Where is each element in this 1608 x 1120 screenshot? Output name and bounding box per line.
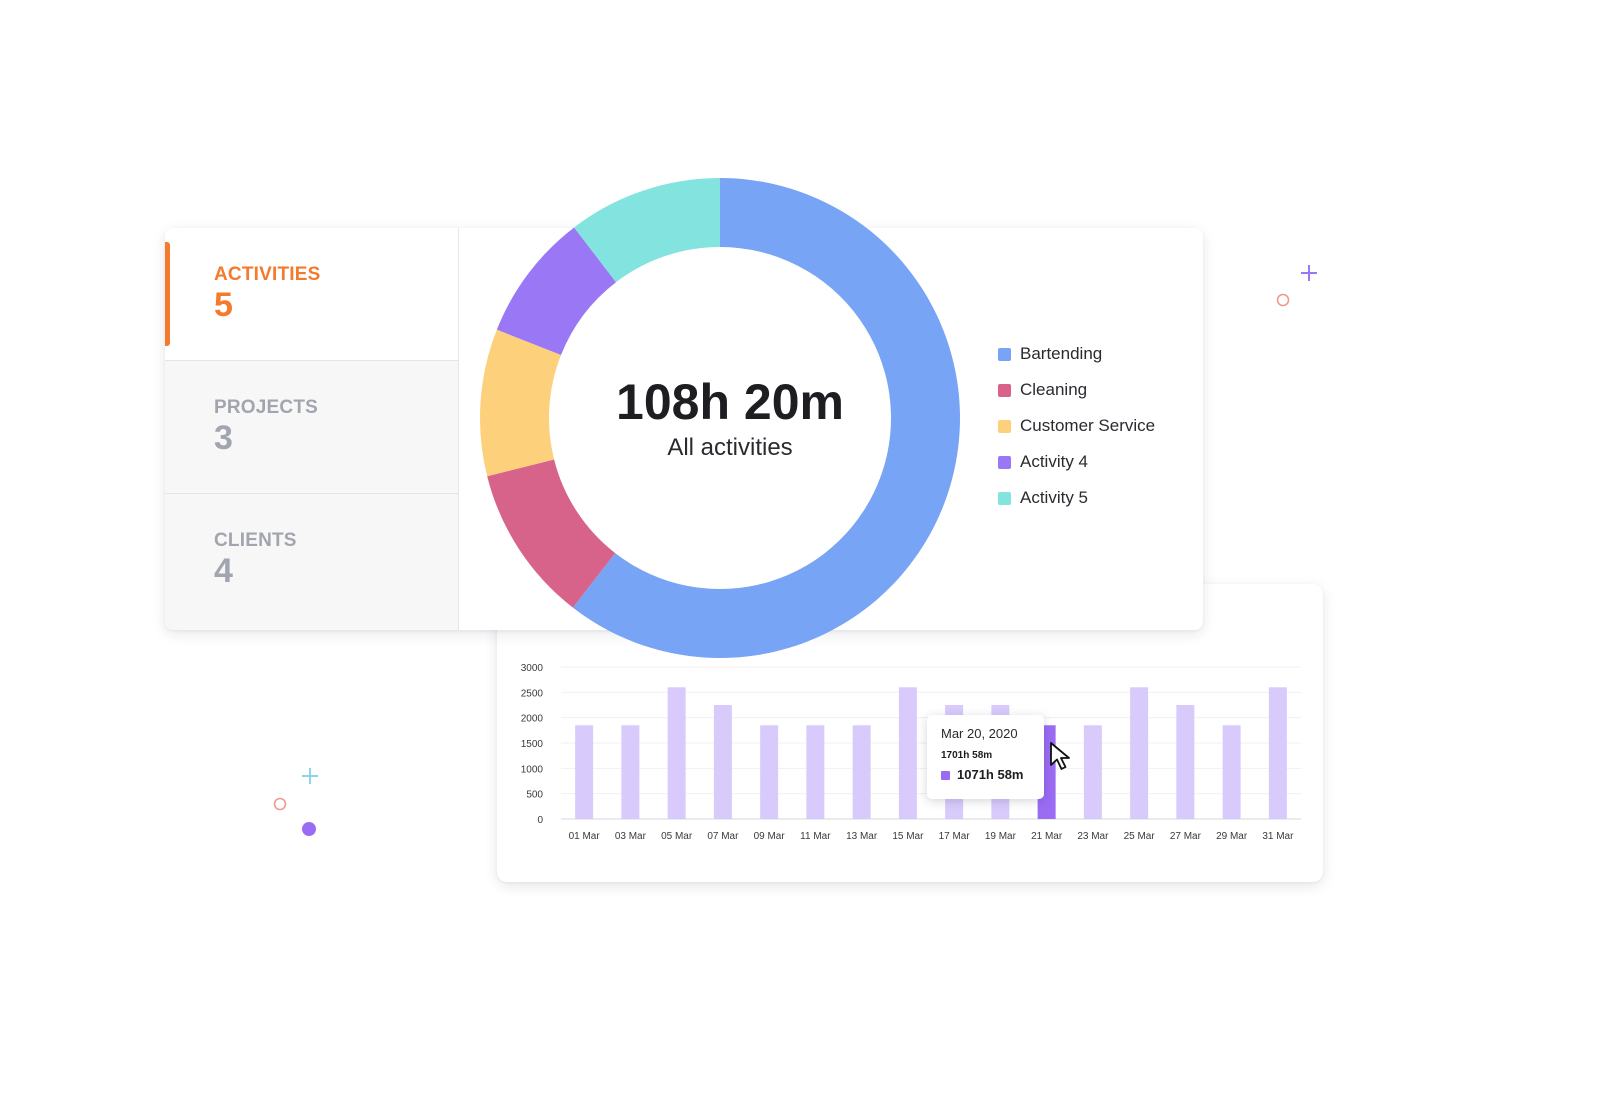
tooltip-total: 1701h 58m [941,750,993,761]
x-tick-label: 25 Mar [1124,831,1156,842]
legend-label: Activity 4 [1020,452,1089,471]
stat-value: 3 [214,419,233,457]
legend-item-activity-4[interactable]: Activity 4 [998,452,1198,488]
stat-value: 4 [214,552,233,590]
x-tick-label: 11 Mar [800,831,831,842]
legend-swatch [998,456,1011,469]
dot-decoration-icon [302,822,316,836]
donut-slice-activity-5[interactable] [574,178,720,283]
activities-donut-chart [480,178,960,658]
bar-27-mar[interactable] [1176,705,1195,819]
bar-25-mar[interactable] [1130,687,1149,819]
bar-13-mar[interactable] [852,725,871,819]
y-tick-label: 2500 [521,688,544,699]
stat-value: 5 [214,286,233,324]
x-tick-label: 31 Mar [1262,831,1294,842]
legend-label: Bartending [1020,344,1103,363]
bar-03-mar[interactable] [621,725,640,819]
bar-09-mar[interactable] [760,725,779,819]
x-tick-label: 15 Mar [892,831,924,842]
summary-card: ACTIVITIES 5 PROJECTS 3 CLIENTS 4 [165,228,1203,630]
bar-01-mar[interactable] [575,725,594,819]
bar-29-mar[interactable] [1222,725,1241,819]
y-tick-label: 0 [537,815,543,826]
y-tick-label: 1500 [521,739,544,750]
donut-slice-bartending[interactable] [572,178,960,658]
x-tick-label: 17 Mar [939,831,971,842]
x-tick-label: 29 Mar [1216,831,1248,842]
x-tick-label: 27 Mar [1170,831,1202,842]
bar-tooltip: Mar 20, 2020 1701h 58m 1071h 58m [927,715,1044,799]
stat-tile-clients[interactable]: CLIENTS 4 [165,494,458,630]
legend-item-bartending[interactable]: Bartending [998,344,1198,380]
legend-label: Cleaning [1020,380,1088,399]
bar-23-mar[interactable] [1083,725,1102,819]
legend-label: Customer Service [1020,416,1156,435]
donut-slice-cleaning[interactable] [487,459,616,608]
bar-07-mar[interactable] [713,705,732,819]
mouse-pointer-icon [1050,742,1070,770]
legend-swatch [998,348,1011,361]
active-tab-indicator [165,242,170,346]
donut-center-label: 108h 20m All activities [595,372,865,462]
bar-15-mar[interactable] [898,687,917,819]
bar-11-mar[interactable] [806,725,825,819]
legend-label: Activity 5 [1020,488,1089,507]
y-tick-label: 1000 [521,764,544,775]
legend-swatch [998,420,1011,433]
bar-05-mar[interactable] [667,687,686,819]
x-tick-label: 07 Mar [707,831,739,842]
daily-bar-chart: 0 500 1000 1500 2000 2500 3000 01 Mar 03 Mar 05 M… [521,663,1301,842]
stat-label: CLIENTS [214,530,297,551]
stat-tile-activities[interactable]: ACTIVITIES 5 [165,228,458,361]
x-tick-label: 09 Mar [754,831,786,842]
x-tick-label: 05 Mar [661,831,693,842]
ring-decoration-icon [273,797,287,811]
x-tick-label: 13 Mar [846,831,878,842]
x-tick-label: 03 Mar [615,831,647,842]
legend-swatch [998,492,1011,505]
stat-label: PROJECTS [214,397,319,418]
y-tick-label: 3000 [521,663,544,674]
bar-31-mar[interactable] [1268,687,1287,819]
legend-item-activity-5[interactable]: Activity 5 [998,488,1198,524]
plus-decoration-icon [1301,265,1317,281]
total-time: 108h 20m [616,374,844,430]
x-tick-label: 01 Mar [569,831,601,842]
stat-label: ACTIVITIES [214,264,321,285]
plus-decoration-icon [302,768,318,784]
donut-slice-customer-service[interactable] [480,329,562,477]
donut-legend: Bartending Cleaning Customer Service Act… [998,344,1198,524]
tooltip-date: Mar 20, 2020 [941,726,1018,741]
y-tick-label: 500 [526,790,543,801]
y-tick-label: 2000 [521,714,544,725]
ring-decoration-icon [1276,293,1290,307]
stats-column: ACTIVITIES 5 PROJECTS 3 CLIENTS 4 [165,228,459,630]
legend-item-cleaning[interactable]: Cleaning [998,380,1198,416]
tooltip-swatch [941,771,950,780]
legend-item-customer-service[interactable]: Customer Service [998,416,1198,452]
stat-tile-projects[interactable]: PROJECTS 3 [165,361,458,494]
legend-swatch [998,384,1011,397]
x-tick-label: 19 Mar [985,831,1017,842]
donut-caption: All activities [667,434,793,461]
x-tick-label: 21 Mar [1031,831,1063,842]
tooltip-value: 1071h 58m [957,767,1024,782]
x-tick-label: 23 Mar [1077,831,1109,842]
donut-slice-activity-4[interactable] [496,227,617,356]
